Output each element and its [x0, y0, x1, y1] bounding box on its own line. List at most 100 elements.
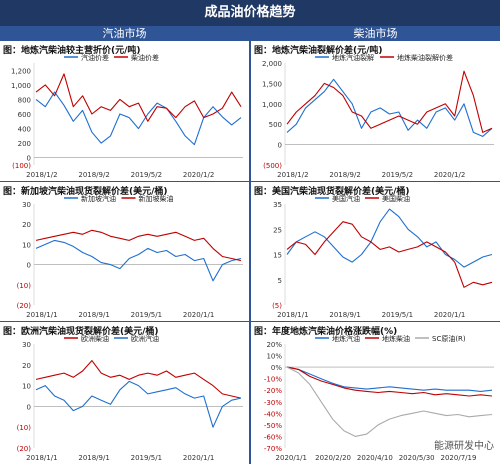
y-tick-label: 0	[27, 403, 31, 411]
y-tick-label: 10%	[266, 353, 282, 361]
y-tick-label: 400	[18, 126, 31, 134]
legend-label: 新加坡柴油	[139, 194, 174, 203]
y-tick-label: 0	[278, 142, 282, 150]
x-tick-label: 2018/9/1	[78, 311, 109, 319]
y-tick-label: (100)	[12, 162, 31, 170]
series-line	[286, 208, 493, 268]
legend-label: 汽油价差	[81, 53, 109, 62]
series-line	[286, 78, 493, 137]
y-tick-label: 500	[269, 121, 282, 129]
chart-panel-3: 图：新加坡汽柴油现货裂解价差(美元/桶) 30 20 10 0 (10) (20) 2018…	[0, 182, 249, 321]
y-tick-label: 20	[22, 221, 31, 229]
y-tick-label: (20)	[17, 302, 32, 310]
legend-label: 美国汽油	[332, 194, 360, 203]
x-tick-label: 2018/9/1	[329, 311, 360, 319]
y-tick-label: (500)	[263, 162, 282, 170]
chart-svg: 2,000 1,500 1,000 500 0 (500)2018/1/2 2018/9/2…	[262, 53, 494, 179]
y-tick-label: 0%	[271, 364, 282, 372]
y-tick-label: 200	[18, 140, 31, 148]
legend-label: 地炼柴油	[382, 334, 410, 343]
y-tick-label: -60%	[264, 433, 282, 441]
x-tick-label: 2020/1/1	[276, 454, 307, 462]
chart-svg: 35 25 15 5 (5)2018/1/1 2018/9/1 2019/5/1 2020/1…	[272, 194, 493, 319]
y-tick-label: (5)	[272, 302, 282, 310]
x-tick-label: 2018/1/2	[277, 171, 308, 179]
x-tick-label: 2020/7/19	[441, 454, 477, 462]
chart-svg: 30 20 10 0 (10) (20)2018/1/1 2018/9/1 2019/5/1 2…	[17, 194, 243, 319]
y-tick-label: 20	[22, 362, 31, 370]
y-tick-label: -70%	[264, 445, 282, 453]
x-tick-label: 2019/5/2	[131, 171, 162, 179]
series-line	[35, 239, 242, 282]
series-line	[286, 70, 493, 133]
chart-title: 图：美国汽柴油现货裂解价差(美元/桶)	[254, 187, 410, 197]
y-tick-label: (10)	[17, 424, 32, 432]
chart-panel-5: 图：欧洲汽柴油现货裂解价差(美元/桶) 30 20 10 0 (10) (20) 2018/…	[0, 322, 249, 464]
y-tick-label: -30%	[264, 399, 282, 407]
chart-title: 图：年度地炼汽柴油价格涨跌幅(%)	[254, 327, 398, 337]
x-tick-label: 2018/1/1	[26, 454, 57, 462]
x-tick-label: 2020/1/1	[183, 311, 214, 319]
y-tick-label: (10)	[17, 282, 32, 290]
chart-panel-2: 图：地炼汽柴油裂解价差(元/吨) 2,000 1,500 1,000 500 0 (500…	[251, 41, 500, 181]
x-tick-label: 2018/1/1	[277, 311, 308, 319]
series-line	[286, 366, 493, 397]
y-tick-label: 2,000	[262, 60, 282, 68]
y-tick-label: 10	[22, 241, 31, 249]
column-header-diesel: 柴油市场	[251, 26, 500, 41]
y-tick-label: 30	[22, 341, 31, 349]
x-tick-label: 2020/2/20	[315, 454, 351, 462]
x-tick-label: 2019/5/1	[131, 311, 162, 319]
y-tick-label: 1,000	[11, 82, 31, 90]
series-line	[35, 229, 242, 262]
legend-label: 地炼柴油裂解价差	[397, 53, 453, 62]
y-tick-label: 25	[273, 226, 282, 234]
x-tick-label: 2018/9/2	[78, 171, 109, 179]
chart-panel-4: 图：美国汽柴油现货裂解价差(美元/桶) 35 25 15 5 (5) 2018/1/1 20…	[251, 182, 500, 321]
x-tick-label: 2020/1/1	[434, 311, 465, 319]
legend-label: 欧洲柴油	[81, 334, 109, 343]
y-tick-label: 15	[273, 252, 282, 260]
y-tick-label: 30	[22, 201, 31, 209]
y-tick-label: 35	[273, 201, 282, 209]
legend-label: SC原油(R)	[432, 334, 466, 343]
y-tick-label: 1,200	[11, 67, 31, 75]
series-line	[286, 221, 493, 288]
watermark: 能源研发中心	[434, 441, 494, 452]
series-line	[35, 73, 242, 122]
row-divider-1	[0, 181, 500, 182]
y-tick-label: 600	[18, 111, 31, 119]
column-header-gasoline: 汽油市场	[0, 26, 249, 41]
series-line	[35, 380, 242, 428]
x-tick-label: 2019/5/2	[382, 171, 413, 179]
y-tick-label: 0	[27, 262, 31, 270]
page-title: 成品油价格趋势	[0, 0, 500, 26]
y-tick-label: 800	[18, 96, 31, 104]
x-tick-label: 2020/5/30	[399, 454, 435, 462]
y-tick-label: -50%	[264, 422, 282, 430]
y-tick-label: 1,500	[262, 80, 282, 88]
chart-svg: 30 20 10 0 (10) (20)2018/1/1 2018/9/1 2019/5/1 2…	[17, 334, 243, 462]
legend-label: 美国柴油	[382, 194, 410, 203]
y-tick-label: -20%	[264, 387, 282, 395]
y-tick-label: 5	[278, 277, 282, 285]
y-tick-label: 20%	[266, 341, 282, 349]
x-tick-label: 2020/4/10	[357, 454, 393, 462]
x-tick-label: 2018/1/1	[26, 311, 57, 319]
chart-panel-1: 图：地炼汽柴油较主营折价(元/吨) 1,200 1,000 800 600 400 200…	[0, 41, 249, 181]
x-tick-label: 2020/1/1	[183, 454, 214, 462]
y-tick-label: 10	[22, 383, 31, 391]
chart-svg: 1,200 1,000 800 600 400 200 0(100)2018/1/2 2018…	[11, 53, 243, 179]
x-tick-label: 2019/5/1	[382, 311, 413, 319]
y-tick-label: 1,000	[262, 101, 282, 109]
y-tick-label: 0	[27, 155, 31, 163]
legend-label: 地炼汽油	[332, 334, 360, 343]
chart-title: 图：新加坡汽柴油现货裂解价差(美元/桶)	[3, 187, 168, 197]
legend-label: 新加坡汽油	[81, 194, 116, 203]
series-line	[35, 91, 242, 146]
series-line	[35, 360, 242, 399]
y-tick-label: -10%	[264, 376, 282, 384]
x-tick-label: 2018/1/2	[26, 171, 57, 179]
row-divider-2	[0, 321, 500, 322]
chart-title: 图：欧洲汽柴油现货裂解价差(美元/桶)	[3, 327, 159, 337]
